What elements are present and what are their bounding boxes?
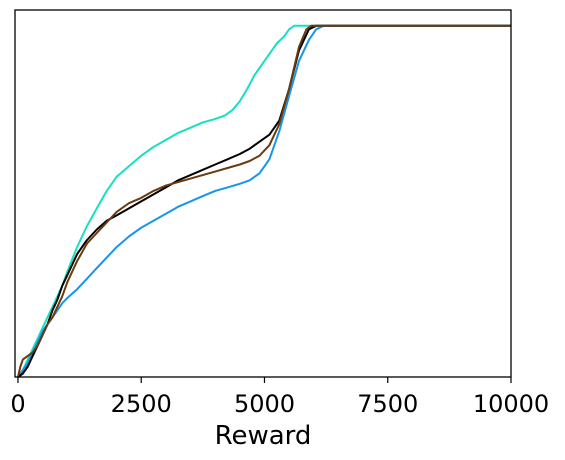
x-tick-label: 7500 xyxy=(357,390,418,418)
series-line-1 xyxy=(17,24,511,378)
x-tick-label: 5000 xyxy=(234,390,295,418)
plot-area xyxy=(14,9,512,378)
x-axis-label: Reward xyxy=(215,421,312,451)
plot-frame xyxy=(14,9,512,378)
series-line-3 xyxy=(17,24,511,378)
x-tick-label: 0 xyxy=(10,390,25,418)
series-layer xyxy=(17,24,511,378)
series-line-2 xyxy=(17,24,511,378)
series-line-4 xyxy=(17,24,511,378)
x-tick-label: 2500 xyxy=(111,390,172,418)
x-axis: 0 2500 5000 7500 10000 xyxy=(10,377,549,418)
x-tick-label: 10000 xyxy=(473,390,549,418)
